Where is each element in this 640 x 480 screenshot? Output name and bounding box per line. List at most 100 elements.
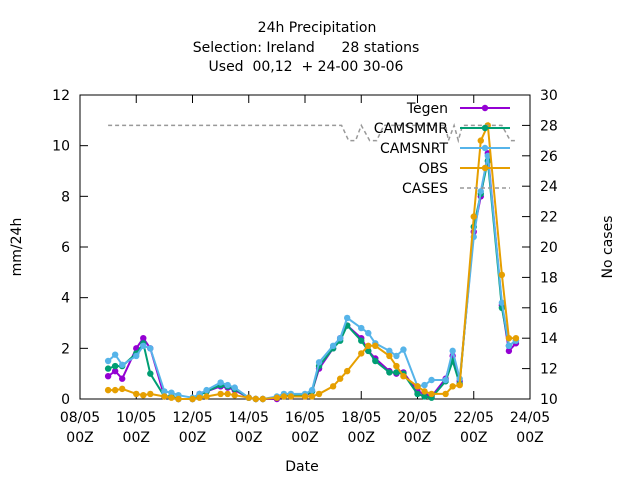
y2-tick-label: 28: [540, 118, 558, 134]
data-point-camsnrt: [386, 347, 393, 355]
x-axis-label: Date: [285, 459, 318, 475]
data-point-obs: [147, 390, 154, 398]
plot-axes: 024681012101214161820222426283008/0500Z1…: [52, 88, 558, 446]
y-tick-label: 4: [61, 291, 70, 307]
data-point-tegen: [111, 367, 119, 375]
data-point-obs: [196, 394, 203, 401]
data-point-camsnrt: [365, 329, 372, 337]
data-point-camsnrt: [231, 384, 238, 391]
y2-tick-label: 24: [540, 179, 558, 195]
data-point-obs: [231, 392, 238, 399]
data-point-obs: [449, 383, 456, 390]
legend-label-obs: OBS: [419, 161, 448, 177]
legend-label-tegen: Tegen: [406, 101, 448, 117]
x-tick-label-date: 14/05: [229, 410, 269, 426]
data-point-camsnrt: [400, 346, 407, 353]
x-tick-label-date: 24/05: [510, 410, 550, 426]
data-point-camsnrt: [477, 188, 484, 195]
data-point-camsmmr: [358, 337, 365, 344]
data-point-camsnrt: [484, 152, 492, 159]
data-point-obs: [140, 392, 147, 399]
data-point-obs: [203, 393, 210, 400]
data-point-obs: [393, 362, 400, 370]
data-point-camsmmr: [393, 369, 400, 376]
series-cases: [108, 122, 516, 144]
x-tick-label-date: 22/05: [454, 410, 494, 426]
legend-label-camsmmr: CAMSMMR: [374, 121, 448, 137]
data-point-camsnrt: [111, 351, 119, 358]
y2-tick-label: 26: [540, 149, 558, 165]
data-point-obs: [111, 386, 119, 394]
data-point-camsnrt: [505, 342, 513, 349]
data-point-camsmmr: [421, 393, 428, 400]
x-tick-label-time: 00Z: [404, 430, 431, 446]
x-tick-label-date: 16/05: [285, 410, 325, 426]
data-point-camsnrt: [336, 335, 344, 342]
data-point-obs: [217, 390, 224, 398]
data-point-tegen: [140, 335, 147, 342]
data-point-obs: [273, 394, 281, 401]
data-point-obs: [280, 393, 288, 400]
data-point-obs: [175, 395, 182, 403]
data-point-obs: [287, 393, 295, 400]
data-point-camsnrt: [118, 361, 126, 368]
data-point-obs: [343, 367, 351, 375]
x-tick-label-date: 10/05: [116, 410, 156, 426]
data-point-camsmmr: [414, 390, 421, 398]
title-line-2: Selection: Ireland 28 stations: [193, 40, 420, 56]
series-line-cases: [108, 122, 516, 144]
data-point-camsnrt: [104, 357, 112, 365]
data-point-obs: [358, 350, 365, 357]
y-tick-label: 6: [61, 240, 70, 256]
data-point-obs: [336, 375, 344, 382]
data-point-camsnrt: [315, 359, 323, 366]
data-point-obs: [308, 393, 316, 400]
x-tick-label-time: 00Z: [179, 430, 206, 446]
series-layer: [104, 121, 520, 403]
data-point-obs: [189, 395, 196, 403]
data-point-camsnrt: [421, 381, 428, 389]
x-tick-label-time: 00Z: [516, 430, 543, 446]
legend-marker-camsmmr: [481, 124, 489, 132]
data-point-obs: [372, 342, 379, 349]
y2-tick-label: 14: [540, 331, 558, 347]
data-point-obs: [421, 388, 428, 395]
data-point-camsmmr: [365, 347, 372, 355]
series-camsnrt: [104, 152, 520, 403]
data-point-obs: [505, 335, 513, 342]
x-tick-label-time: 00Z: [66, 430, 93, 446]
data-point-camsnrt: [393, 352, 400, 360]
data-point-camsnrt: [203, 386, 210, 394]
data-point-tegen: [118, 375, 126, 382]
data-point-obs: [365, 342, 372, 349]
data-point-obs: [512, 335, 520, 342]
data-point-obs: [315, 390, 323, 398]
y-tick-label: 0: [61, 392, 70, 408]
data-point-obs: [477, 137, 484, 144]
x-tick-label-date: 08/05: [60, 410, 100, 426]
data-point-camsnrt: [449, 347, 456, 355]
y2-axis-label: No cases: [600, 216, 616, 279]
x-tick-label-time: 00Z: [460, 430, 487, 446]
x-tick-label-date: 18/05: [341, 410, 381, 426]
data-point-camsnrt: [133, 352, 140, 360]
data-point-obs: [456, 381, 463, 389]
x-tick-label-date: 12/05: [172, 410, 212, 426]
data-point-camsnrt: [329, 342, 337, 349]
data-point-obs: [133, 390, 140, 398]
x-tick-label-time: 00Z: [235, 430, 262, 446]
legend-marker-tegen: [481, 104, 489, 112]
data-point-obs: [329, 383, 337, 390]
data-point-camsmmr: [111, 362, 119, 370]
x-tick-label-time: 00Z: [348, 430, 375, 446]
data-point-camsnrt: [308, 386, 316, 394]
data-point-camsnrt: [498, 299, 506, 306]
y-tick-label: 8: [61, 189, 70, 205]
data-point-obs: [161, 393, 168, 400]
data-point-obs: [498, 271, 506, 279]
y2-tick-label: 16: [540, 301, 558, 317]
series-line-camsnrt: [107, 155, 517, 400]
data-point-tegen: [104, 373, 112, 380]
data-point-tegen: [505, 347, 513, 355]
